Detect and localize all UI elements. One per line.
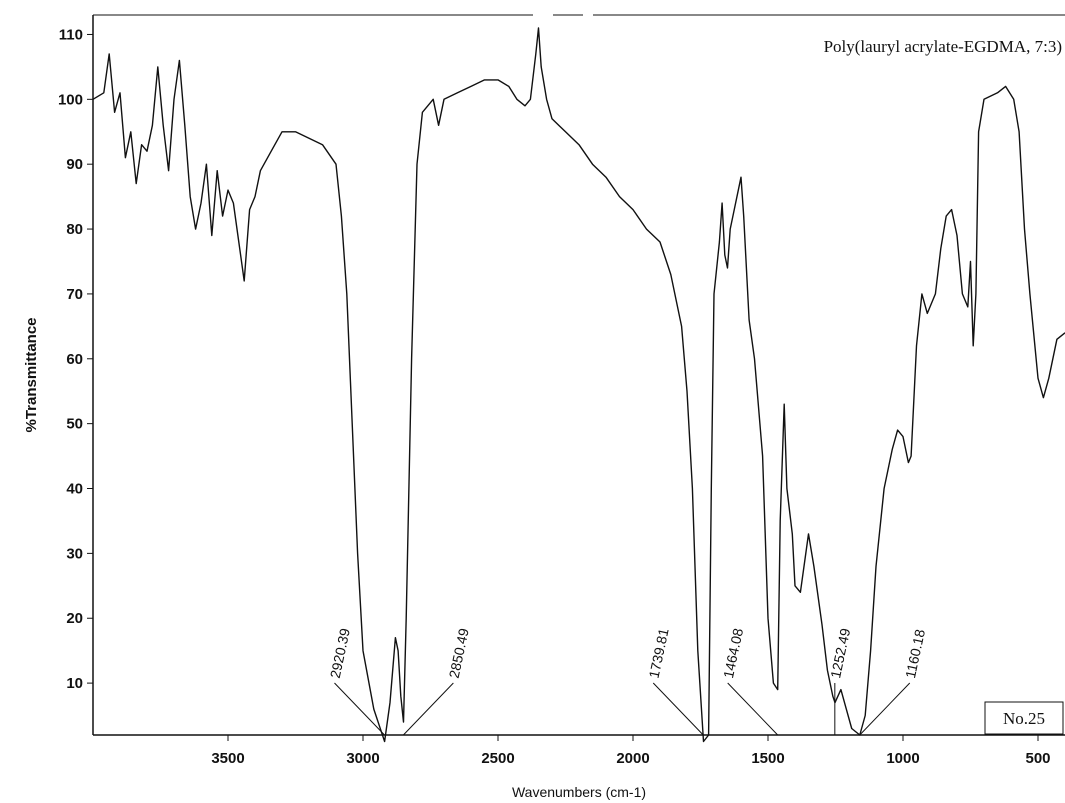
y-tick-label: 60 — [66, 351, 83, 368]
chart-title: Poly(lauryl acrylate-EGDMA, 7:3) — [824, 37, 1062, 56]
y-axis-label: %Transmittance — [23, 317, 40, 432]
y-tick-label: 100 — [58, 91, 83, 108]
y-tick-label: 50 — [66, 416, 83, 433]
y-tick-label: 20 — [66, 610, 83, 627]
annotation-leader — [652, 682, 704, 736]
annotation-label: 2920.39 — [327, 627, 353, 680]
y-tick-label: 40 — [66, 481, 83, 498]
y-tick-label: 10 — [66, 675, 83, 692]
x-tick-label: 3500 — [211, 750, 244, 767]
annotation-label: 1464.08 — [720, 627, 746, 680]
note: No.25 — [1003, 709, 1045, 728]
annotation-leader — [727, 682, 779, 736]
x-tick-label: 1500 — [751, 750, 784, 767]
note-box — [984, 701, 1064, 735]
annotation-label: 1160.18 — [902, 628, 928, 680]
x-tick-label: 2500 — [481, 750, 514, 767]
annotation-leader — [403, 682, 454, 736]
x-tick-label: 500 — [1025, 750, 1050, 767]
x-axis-label: Wavenumbers (cm-1) — [512, 784, 646, 800]
annotation-label: 2850.49 — [446, 627, 472, 680]
annotation-leader — [859, 682, 911, 736]
y-tick-label: 30 — [66, 545, 83, 562]
annotation-label: 1739.81 — [646, 627, 672, 680]
spectrum-line — [92, 27, 1065, 743]
y-tick-label: 70 — [66, 286, 83, 303]
y-tick-label: 110 — [59, 26, 83, 43]
x-tick-label: 1000 — [886, 750, 919, 767]
x-tick-label: 2000 — [616, 750, 649, 767]
annotation-label: 1252.49 — [827, 627, 853, 680]
y-tick-label: 80 — [66, 221, 83, 238]
y-tick-label: 90 — [66, 156, 83, 173]
annotation-leader — [334, 682, 385, 736]
x-tick-label: 3000 — [346, 750, 379, 767]
